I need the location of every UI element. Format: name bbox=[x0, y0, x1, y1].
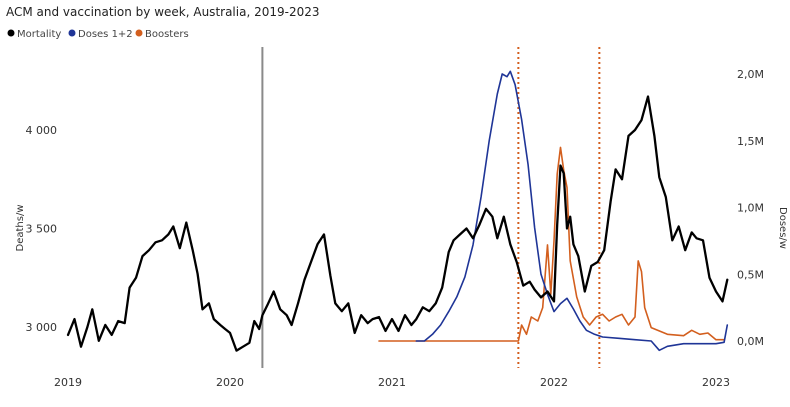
y-tick-left-3: 4 000 bbox=[26, 124, 58, 137]
legend: Mortality Doses 1+2 Boosters bbox=[7, 29, 189, 40]
x-tick-2022: 2022 bbox=[540, 376, 568, 389]
y-tick-right-5: 2,0M bbox=[737, 68, 764, 81]
y-tick-right-2: 0,5M bbox=[737, 268, 764, 281]
x-tick-2023: 2023 bbox=[702, 376, 730, 389]
series-line-doses-1-2 bbox=[415, 70, 729, 352]
series-line-mortality bbox=[66, 95, 729, 352]
y-tick-right-3: 1,0M bbox=[737, 202, 764, 215]
legend-label-doses: Doses 1+2 bbox=[78, 29, 133, 40]
x-ticks: 2019 2020 2021 2022 2023 bbox=[54, 376, 730, 389]
x-tick-2021: 2021 bbox=[378, 376, 406, 389]
legend-marker-mortality bbox=[7, 29, 15, 37]
right-y-ticks: 0,0M 0,5M 1,0M 1,5M 2,0M bbox=[737, 68, 764, 348]
y-tick-right-1: 0,0M bbox=[737, 335, 764, 348]
legend-marker-doses bbox=[68, 29, 76, 37]
left-y-ticks: 3 000 3 500 4 000 bbox=[26, 124, 58, 334]
legend-marker-boosters bbox=[135, 29, 143, 37]
series-layer bbox=[66, 70, 729, 352]
y-axis-title-left: Deaths/w bbox=[15, 205, 26, 252]
series-line-boosters bbox=[378, 146, 725, 342]
reference-lines bbox=[261, 47, 601, 368]
y-tick-left-2: 3 500 bbox=[26, 223, 58, 236]
legend-label-boosters: Boosters bbox=[145, 29, 189, 40]
y-tick-left-1: 3 000 bbox=[26, 321, 58, 334]
x-tick-2020: 2020 bbox=[216, 376, 244, 389]
y-axis-title-right: Doses/w bbox=[777, 207, 788, 249]
legend-label-mortality: Mortality bbox=[17, 29, 61, 40]
chart-title: ACM and vaccination by week, Australia, … bbox=[6, 5, 320, 19]
x-tick-2019: 2019 bbox=[54, 376, 82, 389]
y-tick-right-4: 1,5M bbox=[737, 135, 764, 148]
